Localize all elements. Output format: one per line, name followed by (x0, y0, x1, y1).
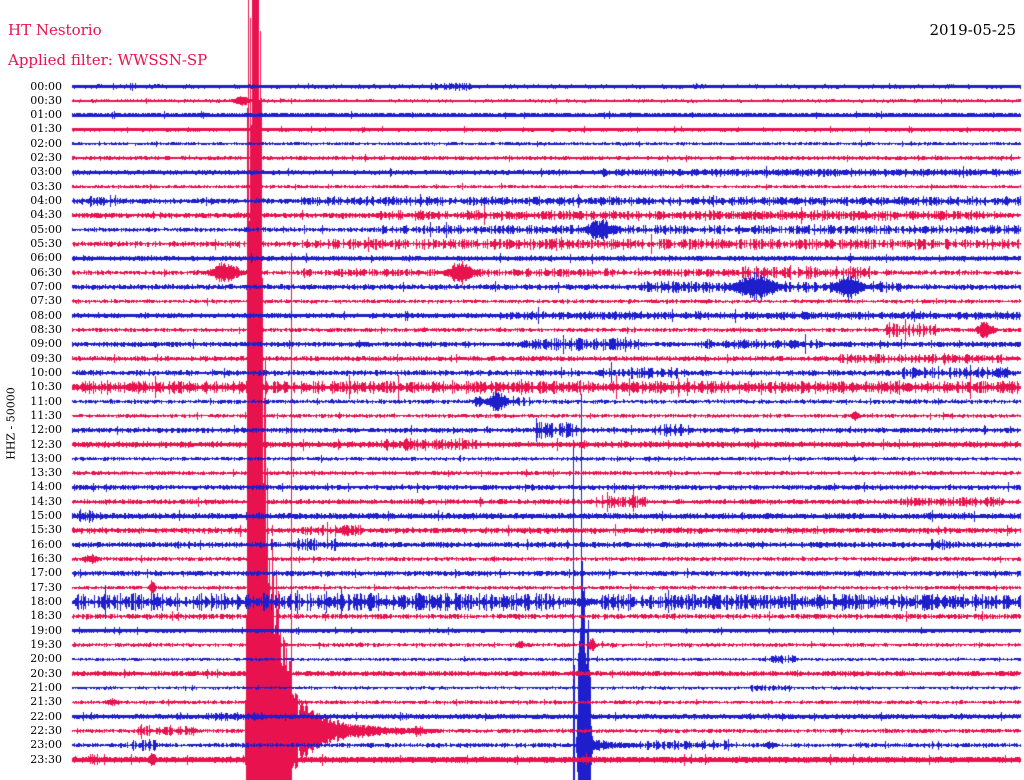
time-label: 16:00 (30, 537, 62, 551)
time-label: 12:30 (30, 437, 62, 451)
time-label: 00:00 (30, 79, 62, 93)
time-label: 14:30 (30, 494, 62, 508)
time-label: 04:30 (30, 208, 62, 222)
time-label: 18:00 (30, 595, 62, 609)
applied-filter-label: Applied filter: WWSSN-SP (8, 51, 208, 69)
time-label: 07:30 (30, 294, 62, 308)
time-label: 01:30 (30, 122, 62, 136)
time-label: 09:30 (30, 351, 62, 365)
time-label: 18:30 (30, 609, 62, 623)
time-label: 09:00 (30, 337, 62, 351)
time-label: 22:30 (30, 723, 62, 737)
time-label: 21:00 (30, 680, 62, 694)
date-label: 2019-05-25 (929, 21, 1016, 39)
time-label: 23:00 (30, 738, 62, 752)
time-label: 04:00 (30, 194, 62, 208)
time-label: 02:00 (30, 136, 62, 150)
time-label: 08:30 (30, 322, 62, 336)
time-label: 17:00 (30, 566, 62, 580)
time-label: 11:00 (30, 394, 62, 408)
time-label: 13:00 (30, 451, 62, 465)
time-label: 23:30 (30, 752, 62, 766)
time-label: 15:00 (30, 509, 62, 523)
time-label: 19:00 (30, 623, 62, 637)
time-label: 03:00 (30, 165, 62, 179)
time-label: 03:30 (30, 179, 62, 193)
time-label: 20:00 (30, 652, 62, 666)
time-label: 02:30 (30, 151, 62, 165)
time-label: 11:30 (30, 408, 62, 422)
time-label: 08:00 (30, 308, 62, 322)
time-label: 16:30 (30, 552, 62, 566)
time-label: 00:30 (30, 93, 62, 107)
time-label: 05:00 (30, 222, 62, 236)
time-label: 13:30 (30, 466, 62, 480)
time-label: 20:30 (30, 666, 62, 680)
time-label: 05:30 (30, 237, 62, 251)
time-label: 01:00 (30, 108, 62, 122)
time-label: 06:00 (30, 251, 62, 265)
time-label: 22:00 (30, 709, 62, 723)
time-label: 06:30 (30, 265, 62, 279)
time-label: 17:30 (30, 580, 62, 594)
time-label: 07:00 (30, 279, 62, 293)
time-label: 10:30 (30, 380, 62, 394)
time-label: 19:30 (30, 637, 62, 651)
time-label: 21:30 (30, 695, 62, 709)
station-title: HT Nestorio (8, 21, 102, 39)
time-label: 14:00 (30, 480, 62, 494)
time-label: 15:30 (30, 523, 62, 537)
time-label: 10:00 (30, 365, 62, 379)
time-label: 12:00 (30, 423, 62, 437)
